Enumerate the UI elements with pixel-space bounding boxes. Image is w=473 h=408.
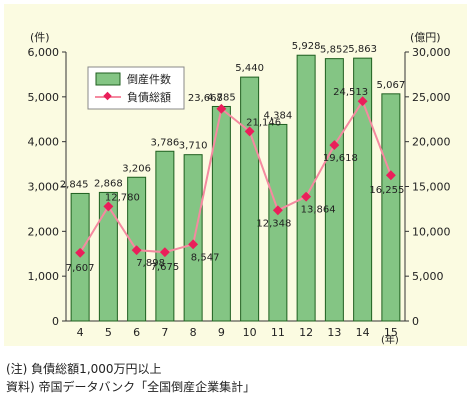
bar xyxy=(183,154,203,322)
left-tick-label: 1,000 xyxy=(28,270,60,283)
x-tick-label: 11 xyxy=(271,326,285,339)
line-value-label: 7,607 xyxy=(66,263,95,274)
bar xyxy=(296,54,316,322)
bar xyxy=(155,150,175,322)
debt-marker xyxy=(385,170,396,181)
right-tick-label: 15,000 xyxy=(412,181,451,194)
bar-value-label: 5,928 xyxy=(292,41,321,52)
right-tick-label: 5,000 xyxy=(412,270,444,283)
footnote-source: 資料) 帝国データバンク「全国倒産企業集計」 xyxy=(6,380,256,394)
line-value-label: 7,898 xyxy=(136,258,165,269)
line-value-label: 23,668 xyxy=(188,93,223,104)
left-tick-label: 2,000 xyxy=(28,225,60,238)
bar-value-label: 2,868 xyxy=(94,178,123,189)
bar-value-label: 3,786 xyxy=(151,137,180,148)
legend-bar-label: 倒産件数 xyxy=(127,73,171,86)
bar xyxy=(381,93,401,322)
x-tick-label: 15 xyxy=(384,326,398,339)
legend-bar-swatch xyxy=(95,72,121,86)
bar-value-label: 3,710 xyxy=(179,141,208,152)
left-tick-label: 6,000 xyxy=(28,46,60,59)
debt-marker xyxy=(244,126,255,137)
debt-marker xyxy=(131,245,142,256)
bar-value-label: 5,863 xyxy=(348,44,377,55)
left-tick-label: 3,000 xyxy=(28,181,60,194)
bar xyxy=(324,58,344,322)
bar-value-label: 3,206 xyxy=(122,163,151,174)
bankruptcy-chart: 0 1,000 2,000 3,000 4,000 5,000 6,000 0 5,000 10,… xyxy=(28,31,451,346)
line-value-label: 21,146 xyxy=(246,117,281,128)
legend-marker-swatch xyxy=(103,91,112,101)
debt-line xyxy=(79,98,392,254)
debt-marker xyxy=(216,103,227,114)
legend-line-label: 負債総額 xyxy=(127,90,171,104)
right-tick-label: 30,000 xyxy=(412,46,451,59)
bar-value-label: 2,845 xyxy=(60,179,89,190)
line-value-label: 13,864 xyxy=(301,205,336,216)
line-value-label: 24,513 xyxy=(333,87,368,98)
debt-marker xyxy=(301,191,312,202)
x-tick-label: 13 xyxy=(327,326,341,339)
debt-marker xyxy=(159,247,170,258)
debt-marker xyxy=(188,239,199,250)
footnote-note: (注) 負債総額1,000万円以上 xyxy=(6,362,162,376)
left-axis-unit: (件) xyxy=(30,31,50,44)
line-layer xyxy=(75,96,396,258)
bars-layer xyxy=(70,54,401,322)
right-tick-label: 0 xyxy=(412,315,419,328)
labels-layer: 2,845 2,868 3,206 3,786 3,710 4,785 5,440 4,384… xyxy=(60,41,405,274)
line-value-label: 7,675 xyxy=(151,262,180,273)
x-tick-label: 4 xyxy=(77,326,84,339)
bar-value-label: 5,852 xyxy=(320,45,349,56)
bar-value-label: 5,440 xyxy=(235,63,264,74)
debt-marker xyxy=(357,96,368,107)
right-tick-label: 20,000 xyxy=(412,136,451,149)
bar xyxy=(268,123,288,322)
bar xyxy=(98,191,118,322)
line-value-label: 16,255 xyxy=(369,185,404,196)
line-value-label: 12,780 xyxy=(105,192,140,203)
line-value-label: 8,547 xyxy=(191,252,220,263)
x-tick-label: 10 xyxy=(243,326,257,339)
debt-marker xyxy=(75,247,86,258)
x-tick-label: 14 xyxy=(356,326,370,339)
legend: 倒産件数 負債総額 xyxy=(87,66,185,110)
x-tick-label: 6 xyxy=(133,326,140,339)
x-tick-label: 8 xyxy=(190,326,197,339)
line-value-label: 12,348 xyxy=(256,218,291,229)
debt-marker xyxy=(329,140,340,151)
bar xyxy=(353,57,373,322)
left-tick-label: 4,000 xyxy=(28,136,60,149)
debt-marker xyxy=(272,205,283,216)
right-axis-unit: (億円) xyxy=(410,31,441,44)
x-axis-unit: (年) xyxy=(381,333,399,346)
axes-layer: 0 1,000 2,000 3,000 4,000 5,000 6,000 0 5,000 10,… xyxy=(28,46,451,339)
line-value-label: 19,618 xyxy=(323,153,358,164)
left-tick-label: 0 xyxy=(52,315,59,328)
bar-value-label: 4,785 xyxy=(207,92,236,103)
x-tick-label: 5 xyxy=(105,326,112,339)
right-tick-label: 10,000 xyxy=(412,225,451,238)
left-tick-label: 5,000 xyxy=(28,91,60,104)
debt-marker xyxy=(103,201,114,212)
x-tick-label: 7 xyxy=(161,326,168,339)
bar-value-label: 5,067 xyxy=(377,80,406,91)
bar-value-label: 4,384 xyxy=(264,110,293,121)
x-tick-label: 9 xyxy=(218,326,225,339)
right-tick-label: 25,000 xyxy=(412,91,451,104)
bar xyxy=(240,76,260,322)
x-tick-label: 12 xyxy=(299,326,313,339)
